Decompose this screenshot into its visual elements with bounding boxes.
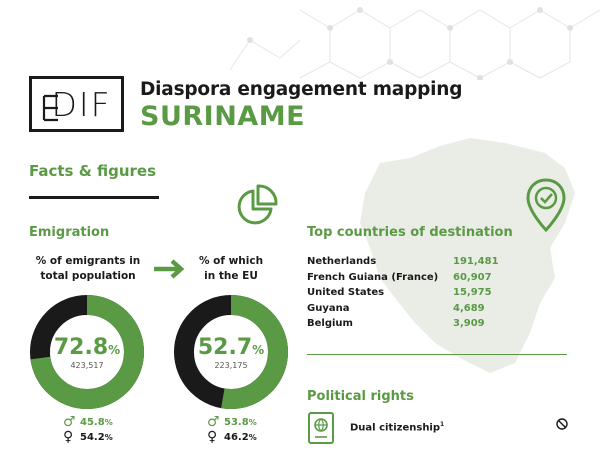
table-row: Guyana 4,689 [307, 303, 517, 319]
destination-value: 3,909 [453, 318, 485, 329]
table-row: French Guiana (France) 60,907 [307, 272, 517, 288]
dual-citizenship-label: Dual citizenship1 [350, 421, 444, 433]
emigrants-count: 423,517 [70, 361, 104, 370]
facts-heading: Facts & figures [29, 162, 157, 180]
eu-mark-icon [42, 94, 58, 122]
footnote-marker: 1 [440, 421, 445, 428]
table-row: United States 15,975 [307, 287, 517, 303]
male-icon: ♂ [63, 414, 76, 430]
emigrants-gender: ♂ 45.8% ♀ 54.2% [63, 415, 113, 445]
pct-sign: % [104, 418, 113, 427]
pct-sign: % [248, 418, 257, 427]
not-allowed-icon [556, 418, 568, 430]
table-row: Netherlands 191,481 [307, 256, 517, 272]
network-decoration [229, 7, 600, 80]
destination-country: Netherlands [307, 256, 377, 267]
pct-sign: % [104, 433, 113, 442]
eu-caption: % of which in the EU [198, 255, 264, 282]
male-icon: ♂ [207, 414, 220, 430]
page-title: Diaspora engagement mapping [140, 79, 463, 100]
destination-country: United States [307, 287, 385, 298]
eu-percent-sign: % [252, 343, 265, 357]
emigrants-male: 45.8 [80, 417, 105, 428]
emigration-heading: Emigration [29, 225, 110, 240]
eu-gender: ♂ 53.8% ♀ 46.2% [207, 415, 257, 445]
emigrants-percent-sign: % [108, 343, 121, 357]
destinations-table: Netherlands 191,481 French Guiana (France… [307, 256, 517, 334]
passport-icon [308, 412, 334, 444]
suriname-map [360, 138, 575, 373]
pct-sign: % [248, 433, 257, 442]
facts-divider [29, 196, 159, 199]
eu-donut: 52.7% 223,175 [174, 295, 288, 409]
destination-value: 4,689 [453, 302, 485, 314]
location-check-icon [526, 178, 566, 233]
emigrants-donut-arc [30, 295, 144, 409]
eu-count: 223,175 [214, 361, 248, 370]
section-divider [307, 354, 567, 355]
emigrants-donut: 72.8% 423,517 [30, 295, 144, 409]
eu-female: 46.2 [224, 432, 249, 443]
destination-country: Belgium [307, 318, 353, 329]
destination-value: 60,907 [453, 271, 492, 283]
female-icon: ♀ [63, 429, 74, 445]
logo-text: DIF [51, 84, 112, 124]
table-row: Belgium 3,909 [307, 318, 517, 334]
emigrants-caption: % of emigrants in total population [35, 255, 141, 282]
political-rights-heading: Political rights [307, 389, 414, 404]
eu-percent: 52.7 [197, 335, 253, 360]
edif-logo: DIF [29, 76, 124, 132]
emigrants-percent: 72.8 [53, 335, 109, 360]
eu-male: 53.8 [224, 417, 249, 428]
emigrants-female: 54.2 [80, 432, 105, 443]
destination-value: 15,975 [453, 287, 492, 298]
arrow-right-icon [154, 259, 185, 279]
destinations-heading: Top countries of destination [307, 225, 513, 240]
eu-donut-arc [174, 295, 288, 409]
dual-citizenship-text: Dual citizenship [350, 422, 441, 434]
female-icon: ♀ [207, 429, 218, 445]
destination-value: 191,481 [453, 256, 499, 267]
pie-chart-icon [237, 184, 278, 225]
destination-country: French Guiana (France) [307, 271, 439, 283]
destination-country: Guyana [307, 302, 350, 314]
country-name: SURINAME [140, 101, 306, 132]
